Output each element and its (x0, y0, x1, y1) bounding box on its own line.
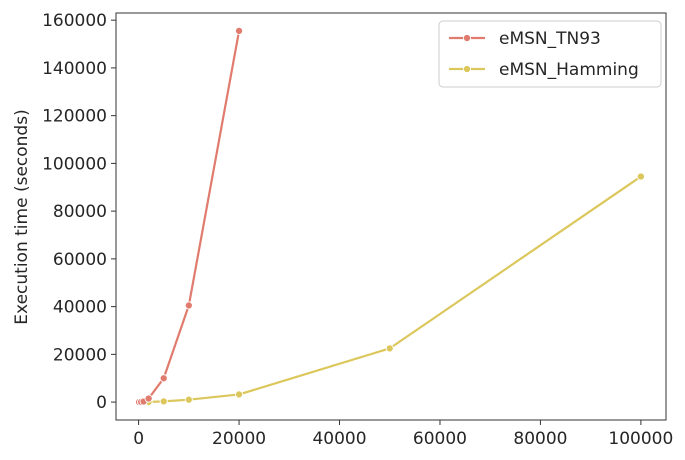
legend-box (438, 20, 662, 88)
x-tick-label: 60000 (413, 429, 467, 449)
legend-label: eMSN_TN93 (499, 29, 601, 49)
series-line-emsn-tn93 (139, 30, 241, 404)
y-axis: 0 20000 40000 60000 80000 100000 120000 140000 1… (42, 11, 116, 413)
y-tick-label: 60000 (53, 250, 107, 270)
data-point-emsn-hamming (385, 344, 394, 353)
legend-item-emsn-tn93: eMSN_TN93 (449, 29, 601, 49)
y-tick-label: 20000 (53, 345, 107, 365)
x-tick-label: 80000 (513, 429, 567, 449)
x-tick-label: 100000 (608, 429, 673, 449)
legend-label: eMSN_Hamming (499, 60, 639, 80)
y-axis-label: Execution time (seconds) (12, 109, 32, 324)
legend-item-emsn-hamming: eMSN_Hamming (449, 60, 639, 80)
plot-area (115, 12, 667, 421)
legend-swatch-marker (462, 64, 472, 74)
series-line-emsn-hamming (139, 175, 642, 404)
data-point-emsn-tn93 (235, 26, 244, 35)
y-tick-label: 40000 (53, 298, 107, 318)
data-point-emsn-tn93 (144, 394, 153, 403)
y-tick-label: 100000 (42, 154, 107, 174)
y-tick-label: 0 (96, 393, 107, 413)
x-tick-label: 0 (133, 429, 144, 449)
x-tick-label: 40000 (312, 429, 366, 449)
data-point-emsn-hamming (184, 395, 193, 404)
series-emsn-tn93 (135, 26, 244, 407)
plot-frame (115, 12, 667, 421)
x-tick-label: 20000 (212, 429, 266, 449)
y-tick-label: 80000 (53, 202, 107, 222)
data-point-emsn-hamming (636, 172, 645, 181)
data-point-emsn-tn93 (184, 301, 193, 310)
data-point-emsn-tn93 (159, 374, 168, 383)
data-point-emsn-hamming (235, 390, 244, 399)
series-layer (135, 26, 645, 407)
legend-swatch-marker (462, 33, 472, 43)
data-point-emsn-hamming (159, 397, 168, 406)
legend: eMSN_TN93 eMSN_Hamming (438, 20, 662, 88)
y-tick-label: 120000 (42, 107, 107, 127)
x-axis: 0 20000 40000 60000 80000 100000 (133, 420, 673, 449)
y-tick-label: 160000 (42, 11, 107, 31)
y-tick-label: 140000 (42, 59, 107, 79)
series-emsn-hamming (135, 172, 645, 407)
